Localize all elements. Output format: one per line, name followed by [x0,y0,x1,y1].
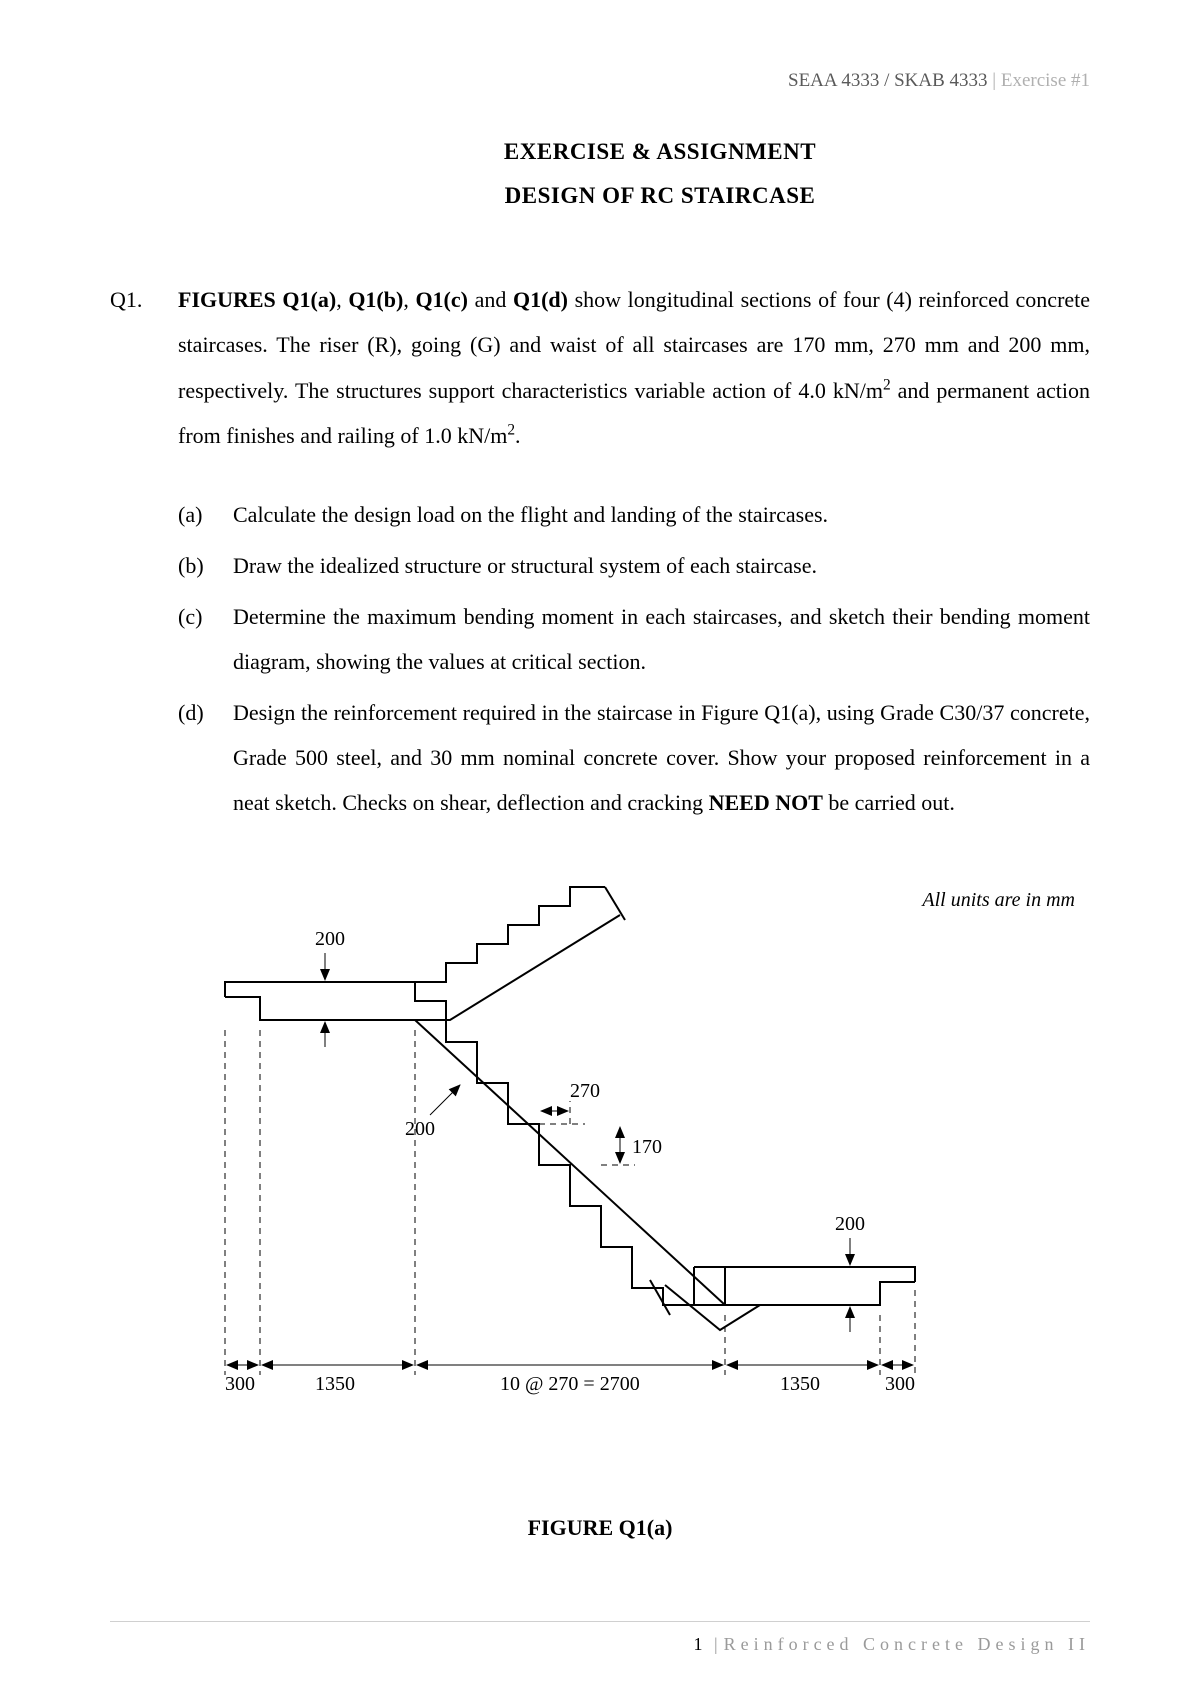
sub-d-letter: (d) [178,690,233,825]
units-note: All units are in mm [922,889,1075,912]
dim-4: 1350 [780,1373,820,1395]
exercise-label: Exercise #1 [1001,70,1090,91]
sub-d: (d) Design the reinforcement required in… [110,690,1090,825]
footer-title: Reinforced Concrete Design II [724,1634,1090,1654]
sub-d-text: Design the reinforcement required in the… [233,690,1090,825]
sub-b: (b) Draw the idealized structure or stru… [110,543,1090,588]
sub-a-letter: (a) [178,492,233,537]
fig-ref-d: Q1(d) [513,287,568,312]
question-body: Q1. FIGURES Q1(a), Q1(b), Q1(c) and Q1(d… [110,277,1090,825]
page-header: SEAA 4333 / SKAB 4333 | Exercise #1 [110,70,1090,92]
dim-2: 1350 [315,1373,355,1395]
footer: 1 | Reinforced Concrete Design II [693,1634,1090,1655]
staircase-diagram: 200 200 270 170 200 300 13 [110,885,1090,1445]
sub-c: (c) Determine the maximum bending moment… [110,594,1090,684]
label-waist-flight: 200 [405,1118,435,1140]
sub-c-letter: (c) [178,594,233,684]
fig-ref-a: FIGURES Q1(a) [178,287,336,312]
label-waist-lower: 200 [835,1213,865,1235]
sub-a-text: Calculate the design load on the flight … [233,492,1090,537]
question-intro: FIGURES Q1(a), Q1(b), Q1(c) and Q1(d) sh… [178,277,1090,457]
dim-3: 10 @ 270 = 2700 [500,1373,640,1395]
title-line-1: EXERCISE & ASSIGNMENT [230,130,1090,174]
dim-1: 300 [225,1373,255,1395]
header-sep: | [988,70,1001,91]
fig-ref-c: Q1(c) [415,287,468,312]
question-intro-row: Q1. FIGURES Q1(a), Q1(b), Q1(c) and Q1(d… [110,277,1090,457]
figure-q1a: All units are in mm [110,885,1090,1485]
question-number: Q1. [110,277,178,457]
footer-bar: | [714,1634,718,1654]
label-riser: 170 [632,1136,662,1158]
sub-b-text: Draw the idealized structure or structur… [233,543,1090,588]
title-line-2: DESIGN OF RC STAIRCASE [230,174,1090,218]
dim-5: 300 [885,1373,915,1395]
title-block: EXERCISE & ASSIGNMENT DESIGN OF RC STAIR… [110,130,1090,217]
fig-ref-b: Q1(b) [348,287,403,312]
sub-a: (a) Calculate the design load on the fli… [110,492,1090,537]
label-going: 270 [570,1080,600,1102]
page-number: 1 [693,1634,702,1654]
course-code: SEAA 4333 / SKAB 4333 [788,70,988,91]
sub-c-text: Determine the maximum bending moment in … [233,594,1090,684]
label-waist-upper: 200 [315,928,345,950]
figure-caption: FIGURE Q1(a) [110,1515,1090,1541]
footer-rule [110,1621,1090,1622]
sub-b-letter: (b) [178,543,233,588]
